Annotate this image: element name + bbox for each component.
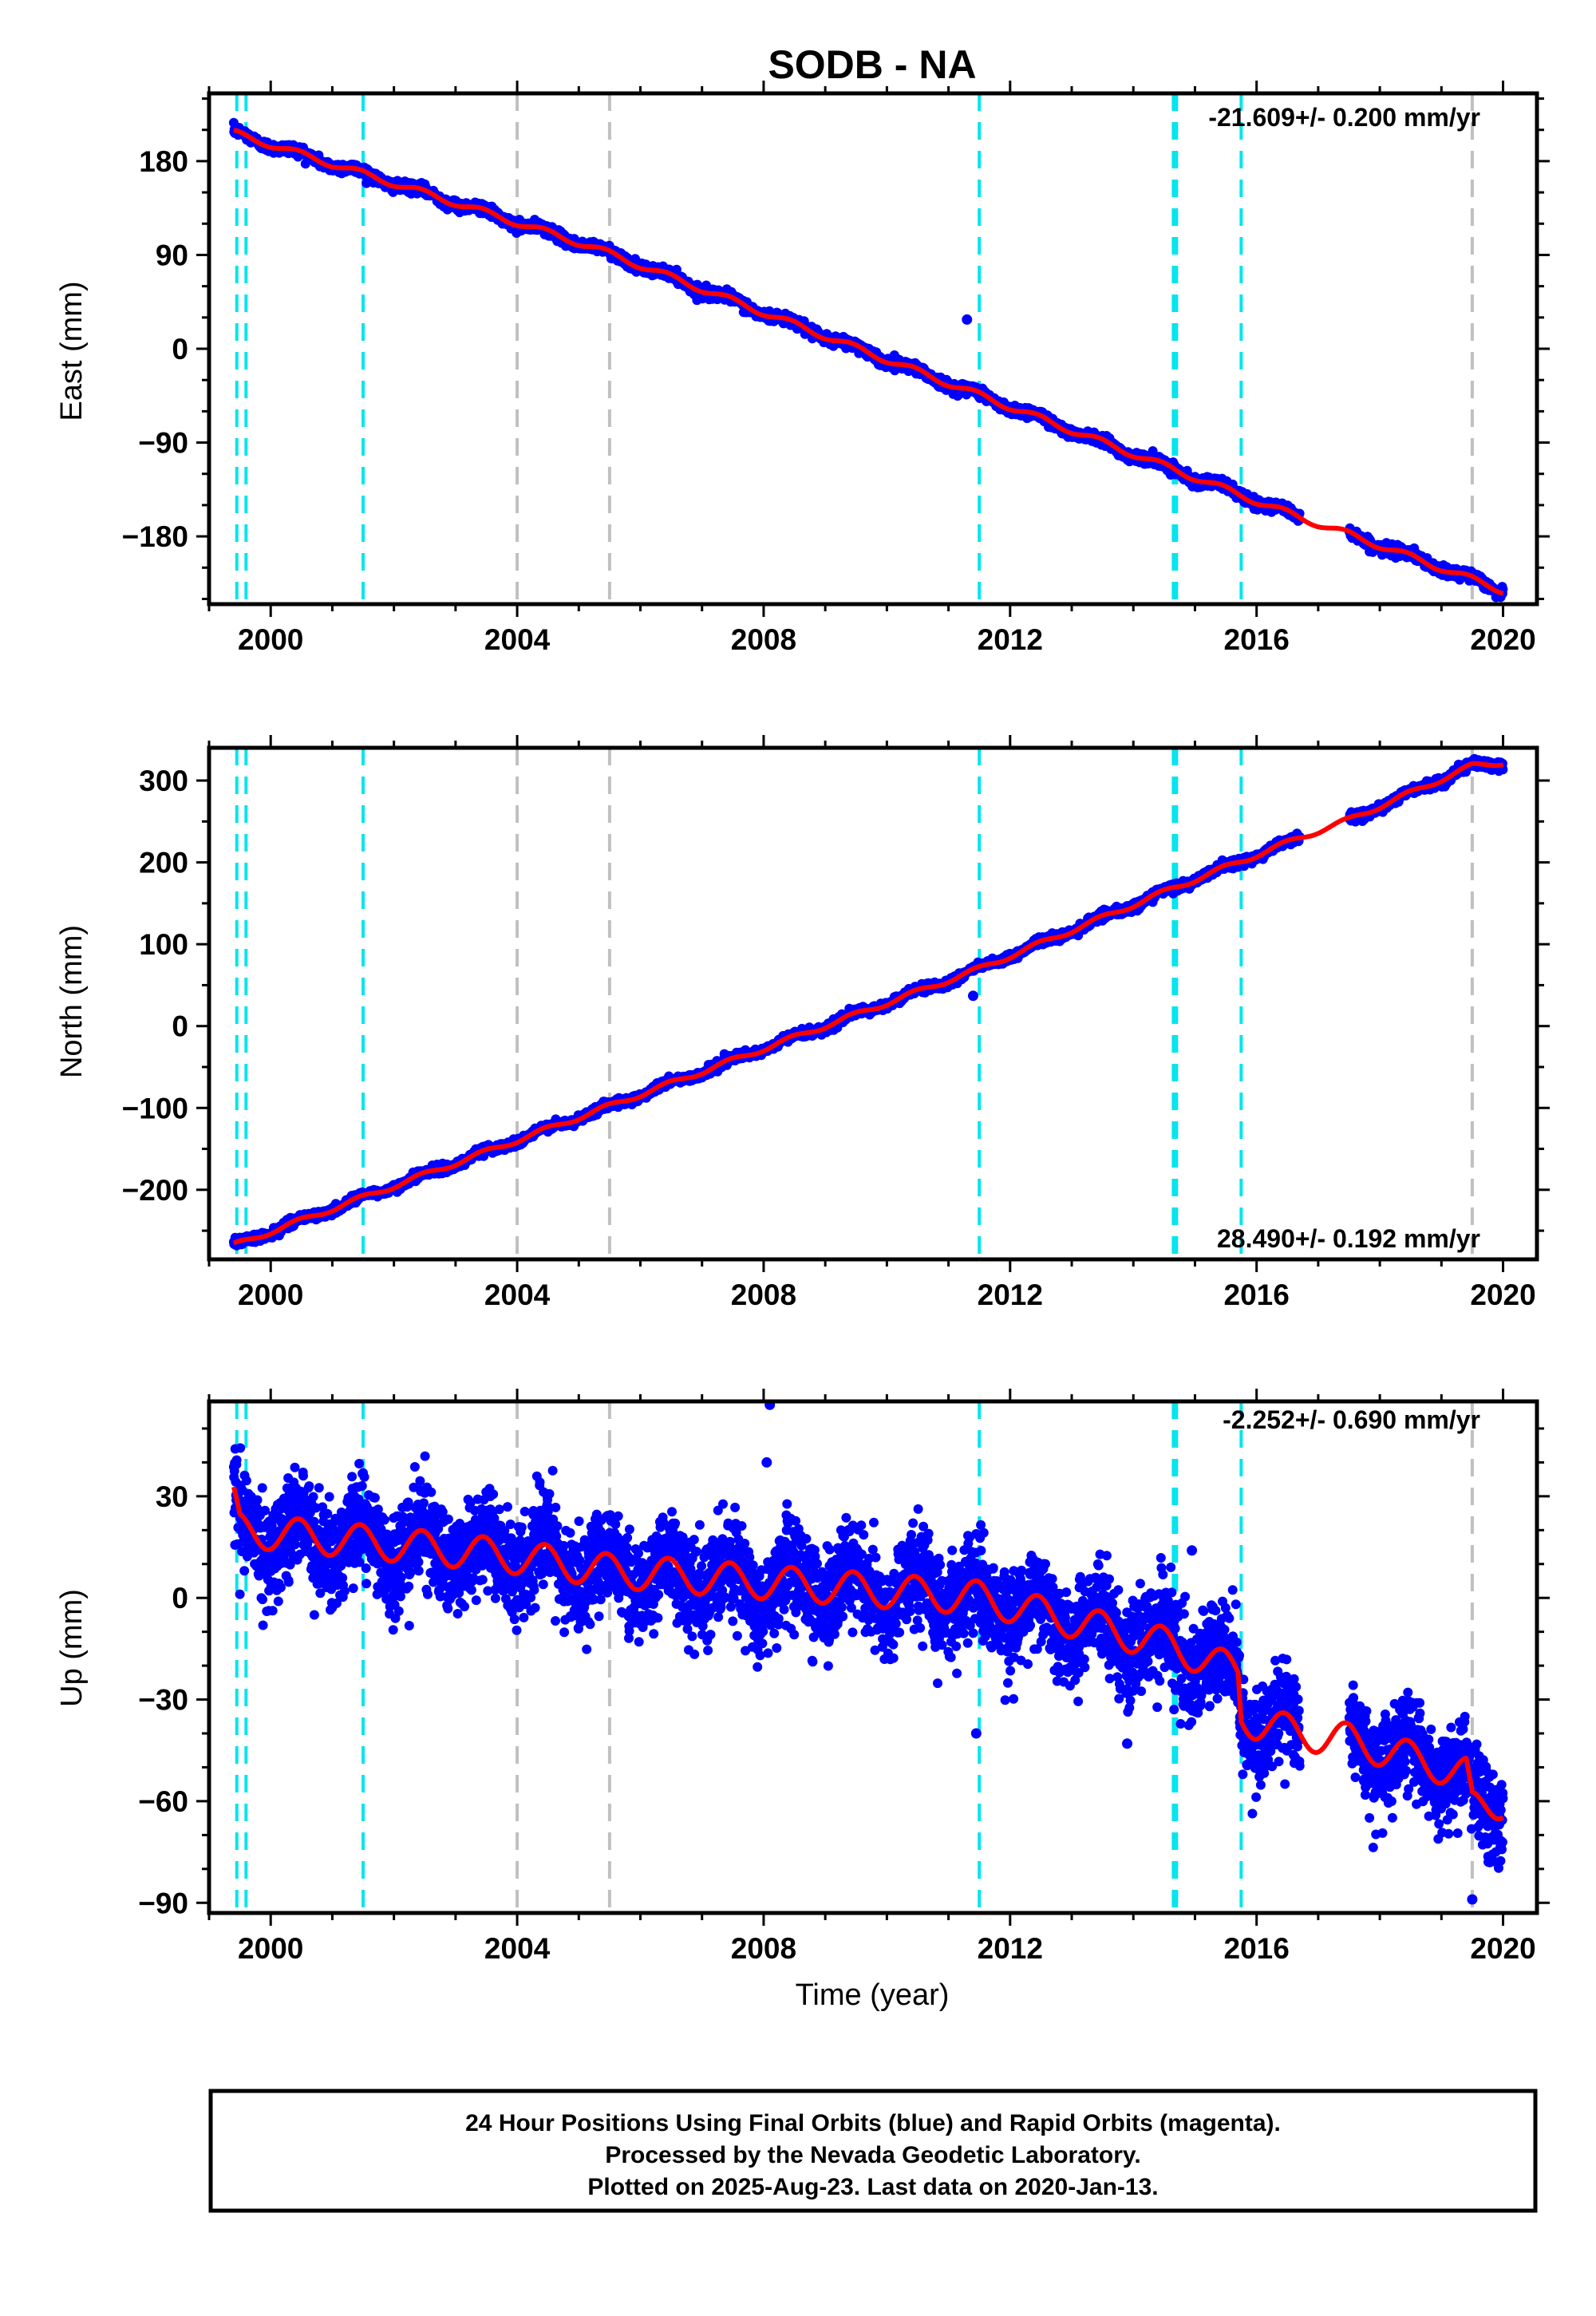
east-panel-point-1198 (671, 264, 681, 275)
east-panel-plot-area (228, 93, 1508, 604)
east-panel: East (mm) 2000 2004 2008 2012 2016 2020 −180 −9… (55, 81, 1550, 656)
north-y-axis-label: North (mm) (55, 925, 89, 1078)
figure-title: SODB - NA (768, 42, 976, 87)
east-panel-x-tick-label-2012: 2012 (978, 623, 1043, 656)
east-rate-label: -21.609+/- 0.200 mm/yr (1208, 103, 1480, 132)
east-panel-x-tick-label-2004: 2004 (484, 623, 551, 656)
east-panel-y-tick-label-90: 90 (156, 239, 188, 271)
east-panel-y-tick-label--90: −90 (138, 427, 188, 460)
east-panel-y-tick-label--180: −180 (122, 520, 188, 553)
north-panel: North (mm) 2000 2004 2008 2012 2016 2020−200−… (55, 735, 1550, 1311)
east-panel-y-tick-label-0: 0 (172, 333, 188, 366)
east-y-axis-label: East (mm) (55, 281, 89, 421)
east-panel-outlier-0 (962, 314, 973, 325)
east-panel-x-tick-label-2008: 2008 (731, 623, 796, 656)
north-panel-plot-area (228, 748, 1508, 1259)
east-panel-x-tick-label-2020: 2020 (1470, 623, 1535, 656)
east-panel-x-tick-label-2016: 2016 (1224, 623, 1290, 656)
east-panel-x-tick-label-2000: 2000 (238, 623, 303, 656)
east-panel-y-tick-label-180: 180 (139, 145, 188, 178)
